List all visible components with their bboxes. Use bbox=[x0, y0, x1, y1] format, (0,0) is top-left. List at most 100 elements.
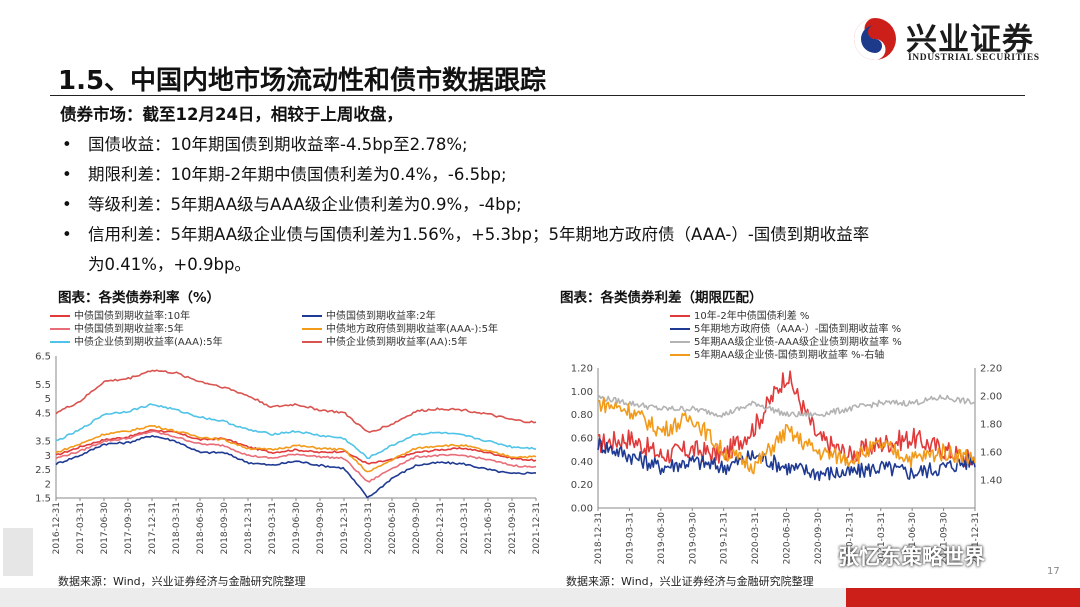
chart2-title: 图表：各类债券利差（期限匹配） bbox=[560, 290, 763, 306]
bullet-item: 等级利差：5年期AA级与AAA级企业债利差为0.9%，-4bp; bbox=[60, 190, 1020, 220]
legend-label: 5年期AA级企业债-AAA级企业债到期收益率 % bbox=[694, 337, 902, 348]
chart2-legend-item: 5年期AA级企业债-AAA级企业债到期收益率 % bbox=[670, 337, 902, 349]
y-tick-label-right: 1.40 bbox=[980, 476, 1002, 487]
y-tick-label-right: 2.20 bbox=[980, 364, 1002, 375]
x-tick-label: 2017-03-31 bbox=[76, 502, 86, 554]
intro-text: 债券市场：截至12月24日，相较于上周收盘， bbox=[60, 105, 403, 124]
x-tick-label: 2021-03-31 bbox=[460, 502, 470, 554]
brand-mark-icon bbox=[854, 18, 896, 60]
x-tick-label: 2020-06-30 bbox=[783, 512, 793, 565]
x-tick-label: 2019-09-30 bbox=[688, 512, 698, 565]
y-tick-label: 5.5 bbox=[35, 380, 51, 391]
series-line bbox=[597, 394, 976, 418]
legend-swatch bbox=[50, 341, 70, 343]
legend-swatch bbox=[302, 328, 322, 330]
chart1-title: 图表：各类债券利率（%） bbox=[58, 290, 221, 306]
chart2-source: 数据来源：Wind，兴业证券经济与金融研究院整理 bbox=[566, 575, 814, 588]
y-tick-label-right: 1.60 bbox=[980, 448, 1002, 459]
x-tick-label: 2019-03-31 bbox=[268, 502, 278, 554]
x-tick-label: 2021-06-30 bbox=[484, 502, 494, 555]
x-tick-label: 2020-12-31 bbox=[436, 502, 446, 554]
x-tick-label: 2018-06-30 bbox=[196, 502, 206, 555]
x-tick-label: 2019-12-31 bbox=[720, 512, 730, 564]
x-tick-label: 2019-03-31 bbox=[625, 512, 635, 564]
y-tick-label-right: 1.80 bbox=[980, 420, 1002, 431]
x-tick-label: 2020-06-30 bbox=[388, 502, 398, 555]
x-tick-label: 2020-12-31 bbox=[845, 512, 855, 564]
x-tick-label: 2021-06-30 bbox=[908, 512, 918, 565]
x-tick-label: 2019-09-30 bbox=[316, 502, 326, 555]
chart1-legend-item: 中债国债到期收益率:5年 bbox=[50, 324, 184, 336]
chart2-legend-item: 10年-2年中债国债利差 % bbox=[670, 311, 809, 323]
series-line bbox=[597, 438, 976, 482]
y-tick-label: 3 bbox=[45, 451, 51, 462]
footer-accent-bar bbox=[846, 588, 1080, 607]
legend-swatch bbox=[670, 341, 690, 343]
legend-label: 中债企业债到期收益率(AA):5年 bbox=[326, 337, 468, 348]
y-tick-label-right: 2.00 bbox=[980, 392, 1002, 403]
x-tick-label: 2018-09-30 bbox=[220, 502, 230, 555]
legend-swatch bbox=[50, 328, 70, 330]
chart1-source: 数据来源：Wind，兴业证券经济与金融研究院整理 bbox=[58, 575, 306, 588]
brand-name-en: INDUSTRIAL SECURITIES bbox=[908, 53, 1040, 63]
y-tick-label: 2.5 bbox=[35, 465, 51, 476]
x-tick-label: 2017-09-30 bbox=[124, 502, 134, 555]
y-tick-label: 0.60 bbox=[571, 434, 593, 445]
legend-label: 中债地方政府债到期收益率(AAA-):5年 bbox=[326, 324, 499, 335]
legend-swatch bbox=[302, 315, 322, 317]
bullet-item: 期限利差：10年期-2年期中债国债利差为0.4%，-6.5bp; bbox=[60, 160, 1020, 190]
x-tick-label: 2021-09-30 bbox=[508, 502, 518, 555]
legend-swatch bbox=[50, 315, 70, 317]
chart2-legend: 10年-2年中债国债利差 % 5年期地方政府债（AAA-）-国债到期收益率 % … bbox=[670, 311, 970, 365]
footer-bar bbox=[0, 588, 846, 607]
legend-label: 5年期地方政府债（AAA-）-国债到期收益率 % bbox=[694, 324, 902, 335]
legend-swatch bbox=[670, 315, 690, 317]
x-tick-label: 2020-09-30 bbox=[412, 502, 422, 555]
y-tick-label: 4.5 bbox=[35, 408, 51, 419]
legend-label: 中债国债到期收益率:5年 bbox=[74, 324, 184, 335]
page-number: 17 bbox=[1047, 566, 1060, 577]
legend-swatch bbox=[670, 328, 690, 330]
x-tick-label: 2018-12-31 bbox=[244, 502, 254, 554]
y-tick-label: 6.5 bbox=[35, 352, 51, 363]
x-tick-label: 2016-12-31 bbox=[52, 502, 62, 554]
x-tick-label: 2018-03-31 bbox=[172, 502, 182, 554]
brand-logo: 兴业证券 INDUSTRIAL SECURITIES bbox=[852, 12, 1067, 64]
x-tick-label: 2021-12-31 bbox=[532, 502, 542, 554]
y-tick-label: 1.5 bbox=[35, 494, 51, 505]
x-tick-label: 2019-06-30 bbox=[292, 502, 302, 555]
y-tick-label: 1.20 bbox=[571, 364, 593, 375]
x-tick-label: 2020-03-31 bbox=[751, 512, 761, 564]
x-tick-label: 2018-12-31 bbox=[594, 512, 604, 564]
chart1-legend-item: 中债国债到期收益率:2年 bbox=[302, 311, 436, 323]
y-tick-label: 3.5 bbox=[35, 437, 51, 448]
series-line bbox=[55, 425, 537, 473]
legend-label: 5年期AA级企业债-国债到期收益率 %-右轴 bbox=[694, 350, 885, 361]
series-line bbox=[55, 435, 536, 499]
legend-label: 10年-2年中债国债利差 % bbox=[694, 311, 810, 322]
chart1-legend-item: 中债企业债到期收益率(AA):5年 bbox=[302, 337, 468, 349]
y-tick-label: 0.40 bbox=[571, 457, 593, 468]
bullet-item: 信用利差：5年期AA级企业债与国债利差为1.56%，+5.3bp；5年期地方政府… bbox=[60, 220, 1020, 250]
chart2-legend-item: 5年期AA级企业债-国债到期收益率 %-右轴 bbox=[670, 350, 884, 362]
watermark: 张忆东策略世界 bbox=[838, 545, 985, 569]
series-line bbox=[597, 370, 976, 468]
x-tick-label: 2017-06-30 bbox=[100, 502, 110, 555]
chart1-legend-item: 中债国债到期收益率:10年 bbox=[50, 311, 190, 323]
y-tick-label: 0.20 bbox=[571, 480, 593, 491]
legend-swatch bbox=[302, 341, 322, 343]
bullet-item: 国债收益：10年期国债到期收益率-4.5bp至2.78%; bbox=[60, 130, 1020, 160]
x-tick-label: 2020-03-31 bbox=[364, 502, 374, 554]
y-tick-label: 0.80 bbox=[571, 410, 593, 421]
x-tick-label: 2019-12-31 bbox=[340, 502, 350, 554]
chart1-legend-item: 中债地方政府债到期收益率(AAA-):5年 bbox=[302, 324, 498, 336]
series-line bbox=[55, 430, 537, 483]
slide-title: 1.5、中国内地市场流动性和债市数据跟踪 bbox=[58, 66, 547, 96]
series-line bbox=[55, 403, 537, 460]
legend-swatch bbox=[670, 354, 690, 356]
series-line bbox=[597, 396, 976, 475]
chart1-legend: 中债国债到期收益率:10年 中债国债到期收益率:2年 中债国债到期收益率:5年 … bbox=[50, 311, 540, 351]
chart2-plot: 1.20 1.00 0.80 0.60 0.40 0.20 0.00 2.20 2.00 1.80… bbox=[571, 364, 1003, 565]
x-tick-label: 2019-06-30 bbox=[657, 512, 667, 565]
